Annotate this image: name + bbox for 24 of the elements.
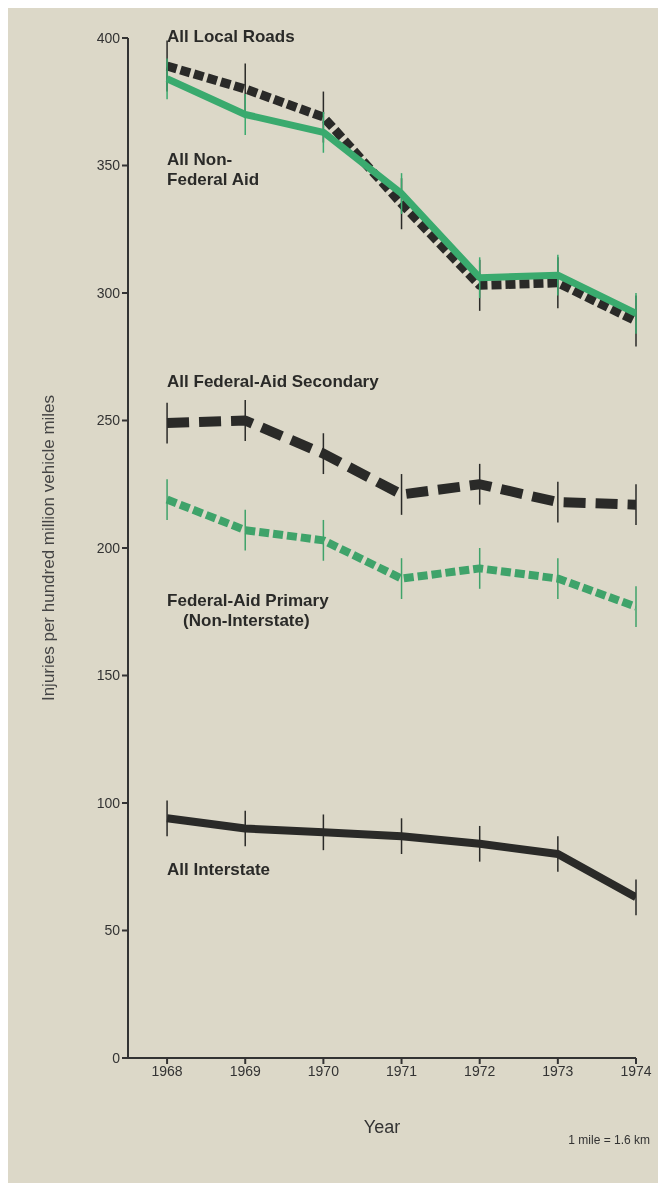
x-tick-label: 1974 bbox=[620, 1062, 652, 1079]
y-tick-label: 0 bbox=[112, 1049, 121, 1066]
text: 1 mile = 1.6 km bbox=[568, 1133, 650, 1147]
y-tick-label: 400 bbox=[96, 29, 121, 46]
series-label: All Federal-Aid Secondary bbox=[167, 372, 380, 392]
x-tick-label: 1972 bbox=[464, 1062, 496, 1079]
series-label: All Interstate bbox=[167, 860, 271, 880]
text: Federal-Aid Primary (Non-Interstate) bbox=[167, 590, 330, 630]
y-tick-label: 50 bbox=[104, 922, 121, 939]
x-tick-label: 1969 bbox=[229, 1062, 262, 1079]
x-tick-label: 1968 bbox=[151, 1062, 183, 1079]
x-tick-label: 1973 bbox=[542, 1062, 574, 1079]
y-tick-label: 200 bbox=[96, 539, 121, 556]
y-axis-title: Injuries per hundred million vehicle miles bbox=[39, 394, 59, 702]
y-tick-label: 250 bbox=[96, 412, 121, 429]
series-label: All Non-Federal Aid bbox=[167, 149, 260, 189]
x-tick-label: 1970 bbox=[307, 1062, 340, 1079]
x-tick-label: 1971 bbox=[385, 1062, 418, 1079]
series-label: All Local Roads bbox=[167, 27, 295, 47]
y-tick-label: 100 bbox=[96, 794, 121, 811]
y-tick-label: 300 bbox=[96, 284, 121, 301]
y-tick-label: 150 bbox=[96, 667, 121, 684]
x-axis-title: Year bbox=[363, 1117, 401, 1137]
y-tick-label: 350 bbox=[96, 157, 121, 174]
